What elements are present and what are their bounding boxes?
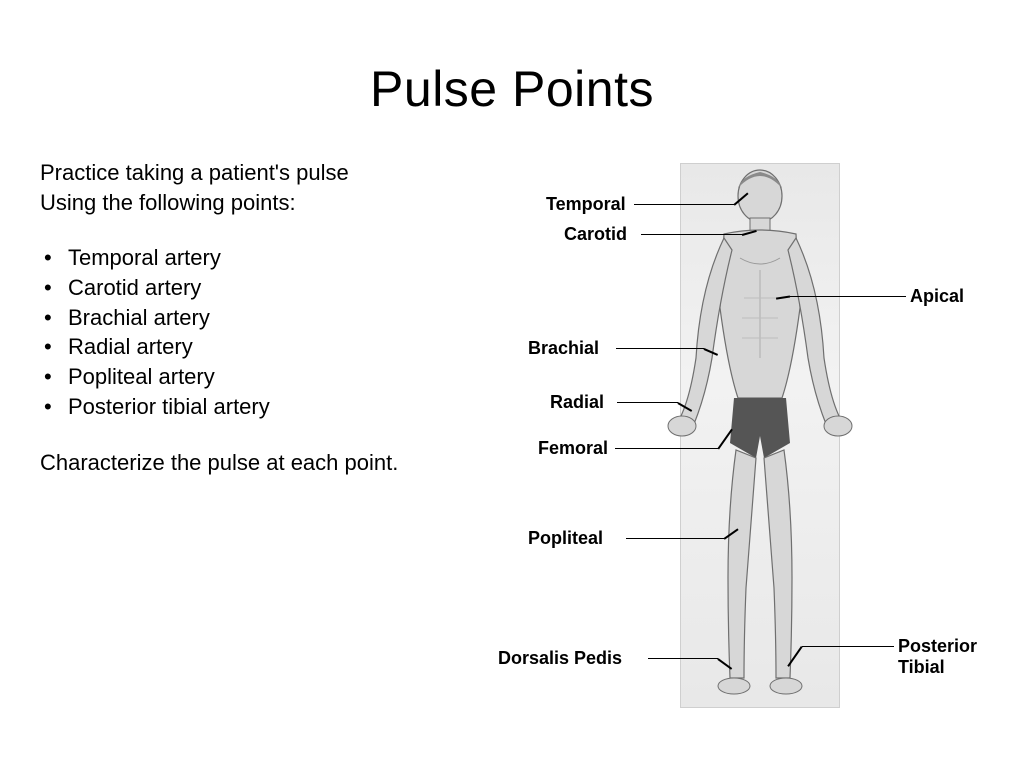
callout-label-temporal: Temporal <box>546 194 626 215</box>
leader-line <box>790 296 906 298</box>
callout-label-brachial: Brachial <box>528 338 599 359</box>
callout-label-dorsalis-pedis: Dorsalis Pedis <box>498 648 622 669</box>
list-item: Popliteal artery <box>40 362 480 392</box>
intro-text: Practice taking a patient's pulse Using … <box>40 158 480 217</box>
content-row: Practice taking a patient's pulse Using … <box>0 118 1024 718</box>
list-item: Temporal artery <box>40 243 480 273</box>
leader-line <box>802 646 894 648</box>
callout-label-popliteal: Popliteal <box>528 528 603 549</box>
leader-line <box>616 348 704 350</box>
list-item: Carotid artery <box>40 273 480 303</box>
diagram-panel: Temporal Carotid Apical Brachial Radial Femor… <box>480 158 984 718</box>
callout-label-apical: Apical <box>910 286 964 307</box>
leader-line <box>626 538 724 540</box>
intro-line: Using the following points: <box>40 188 480 218</box>
body-svg <box>660 158 860 718</box>
outro-text: Characterize the pulse at each point. <box>40 448 480 478</box>
list-item: Posterior tibial artery <box>40 392 480 422</box>
callout-label-posterior-tibial: Posterior Tibial <box>898 636 977 678</box>
callout-label-femoral: Femoral <box>538 438 608 459</box>
artery-list: Temporal artery Carotid artery Brachial … <box>40 243 480 421</box>
leader-line <box>617 402 678 404</box>
leader-line <box>641 234 742 236</box>
callout-label-radial: Radial <box>550 392 604 413</box>
leader-line <box>615 448 718 450</box>
leader-line <box>648 658 718 660</box>
list-item: Brachial artery <box>40 303 480 333</box>
anatomy-figure <box>660 158 860 718</box>
leader-line <box>634 204 734 206</box>
instructions-panel: Practice taking a patient's pulse Using … <box>40 158 480 718</box>
callout-label-carotid: Carotid <box>564 224 627 245</box>
list-item: Radial artery <box>40 332 480 362</box>
page-title: Pulse Points <box>0 0 1024 118</box>
intro-line: Practice taking a patient's pulse <box>40 158 480 188</box>
